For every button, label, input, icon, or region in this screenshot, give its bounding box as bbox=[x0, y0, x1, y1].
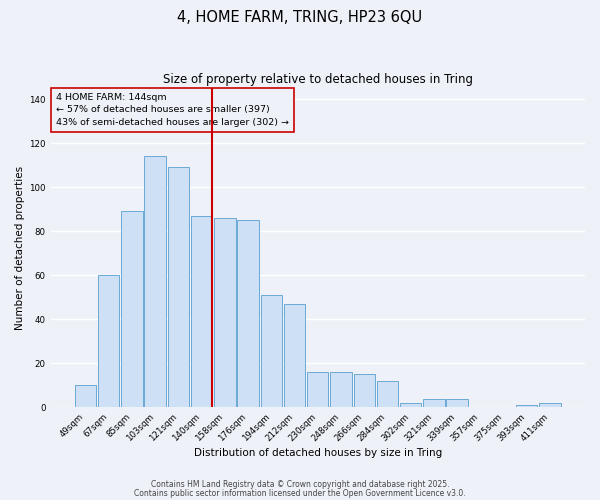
Y-axis label: Number of detached properties: Number of detached properties bbox=[15, 166, 25, 330]
Bar bbox=[260, 295, 282, 408]
Bar bbox=[423, 398, 445, 407]
Bar bbox=[98, 276, 119, 407]
Bar bbox=[168, 168, 189, 408]
Bar bbox=[377, 381, 398, 407]
Bar bbox=[353, 374, 375, 408]
Bar bbox=[446, 398, 468, 407]
Bar bbox=[145, 156, 166, 408]
Bar bbox=[191, 216, 212, 408]
Bar bbox=[516, 405, 538, 407]
Bar bbox=[121, 212, 143, 408]
Text: 4 HOME FARM: 144sqm
← 57% of detached houses are smaller (397)
43% of semi-detac: 4 HOME FARM: 144sqm ← 57% of detached ho… bbox=[56, 93, 289, 127]
Text: Contains public sector information licensed under the Open Government Licence v3: Contains public sector information licen… bbox=[134, 488, 466, 498]
Text: Contains HM Land Registry data © Crown copyright and database right 2025.: Contains HM Land Registry data © Crown c… bbox=[151, 480, 449, 489]
Bar bbox=[75, 386, 96, 407]
Bar bbox=[284, 304, 305, 408]
Bar bbox=[214, 218, 236, 408]
Text: 4, HOME FARM, TRING, HP23 6QU: 4, HOME FARM, TRING, HP23 6QU bbox=[178, 10, 422, 25]
Title: Size of property relative to detached houses in Tring: Size of property relative to detached ho… bbox=[163, 72, 473, 86]
Bar bbox=[238, 220, 259, 408]
X-axis label: Distribution of detached houses by size in Tring: Distribution of detached houses by size … bbox=[194, 448, 442, 458]
Bar bbox=[400, 403, 421, 407]
Bar bbox=[539, 403, 561, 407]
Bar bbox=[307, 372, 328, 408]
Bar bbox=[331, 372, 352, 408]
